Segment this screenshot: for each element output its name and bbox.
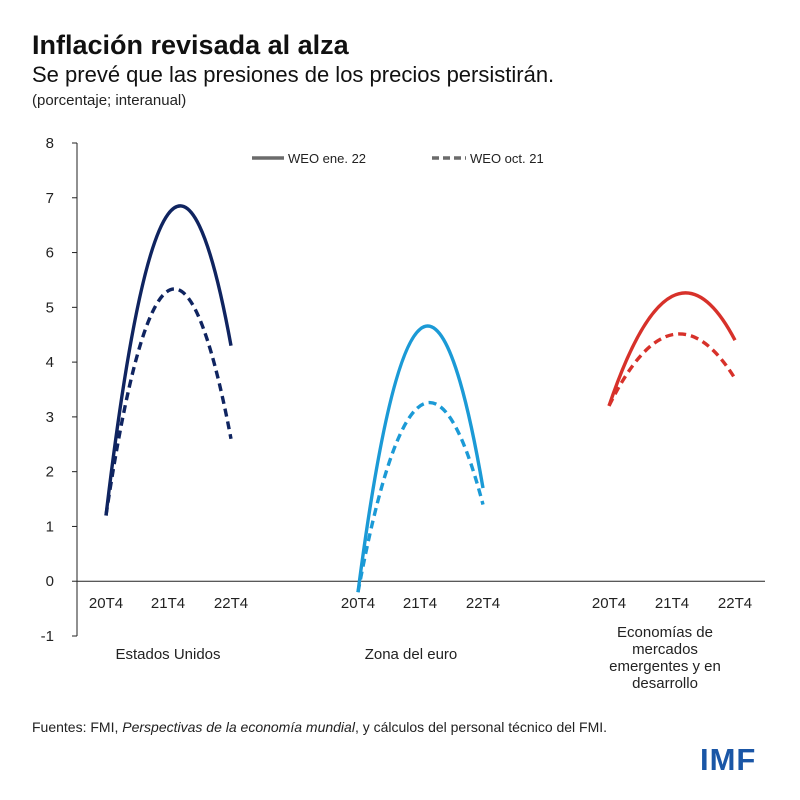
imf-logo: IMF — [700, 742, 757, 777]
x-category-label: 21T4 — [403, 595, 437, 612]
y-tick-label: 6 — [46, 245, 54, 262]
y-tick-label: 8 — [46, 135, 54, 152]
series-line-weo-ene22-3 — [607, 291, 737, 407]
chart-subtitle: Se prevé que las presiones de los precio… — [32, 62, 555, 87]
series-line-weo-oct21-1 — [104, 287, 233, 516]
y-tick-label: 1 — [46, 518, 54, 535]
source-publication: Perspectivas de la economía mundial — [122, 719, 355, 735]
x-category-label: 22T4 — [718, 595, 752, 612]
group-label: Economías de — [617, 624, 713, 641]
legend-label: WEO ene. 22 — [288, 151, 366, 166]
group-label: mercados — [632, 641, 698, 658]
y-tick-label: 3 — [46, 409, 54, 426]
series-line-weo-oct21-3 — [607, 332, 737, 407]
x-category-label: 20T4 — [89, 595, 123, 612]
series-line-weo-ene22-2 — [356, 324, 485, 593]
series-line-weo-oct21-2 — [356, 400, 485, 593]
chart-title: Inflación revisada al alza — [32, 30, 349, 60]
source-prefix: Fuentes: FMI, — [32, 719, 123, 735]
x-category-label: 21T4 — [655, 595, 689, 612]
group-label: Estados Unidos — [115, 646, 220, 663]
x-category-label: 21T4 — [151, 595, 185, 612]
group-label: emergentes y en — [609, 658, 721, 675]
y-tick-label: -1 — [41, 628, 54, 645]
y-tick-label: 5 — [46, 299, 54, 316]
x-category-label: 20T4 — [341, 595, 375, 612]
x-category-label: 22T4 — [214, 595, 248, 612]
source-suffix: , y cálculos del personal técnico del FM… — [354, 719, 608, 735]
y-tick-label: 0 — [46, 573, 54, 590]
group-label: desarrollo — [632, 675, 698, 692]
series-line-weo-ene22-1 — [104, 204, 233, 516]
group-label: Zona del euro — [365, 646, 458, 663]
y-tick-label: 2 — [46, 464, 54, 481]
source-note: Fuentes: FMI, Perspectivas de la economí… — [32, 719, 607, 735]
unit-note: (porcentaje; interanual) — [32, 92, 187, 109]
x-category-label: 22T4 — [466, 595, 500, 612]
y-tick-label: 7 — [46, 190, 54, 207]
y-tick-label: 4 — [46, 354, 54, 371]
x-category-label: 20T4 — [592, 595, 626, 612]
legend-label: WEO oct. 21 — [470, 151, 544, 166]
inflation-chart: -1 0 1 2 3 4 5 6 7 8 20T4 21T4 22T4 Estados Unidos 20T… — [41, 135, 765, 692]
